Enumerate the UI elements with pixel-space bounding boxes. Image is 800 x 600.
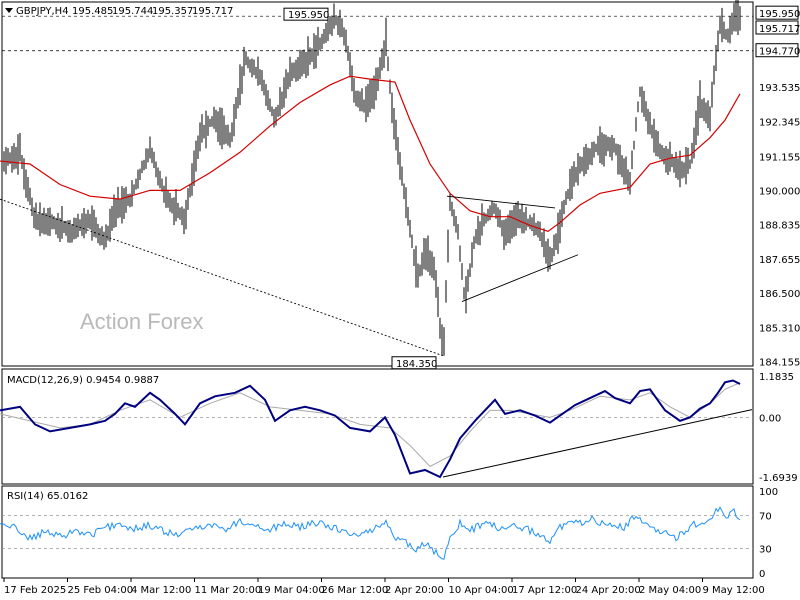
macd-trendline [442,409,753,478]
price-panel [1,1,754,367]
dropdown-triangle-icon[interactable] [5,8,13,13]
price-tick-label: 194.770 [759,47,800,58]
macd-signal-line [0,382,741,468]
price-tick-label: 193.535 [759,83,800,94]
rsi-tick-label: 70 [759,512,772,523]
price-tick-label: 190.000 [759,186,800,197]
moving-average-line [0,75,741,233]
time-label: 10 Apr 04:00 [449,585,514,596]
rsi-label: RSI(14) 65.0162 [7,491,88,502]
macd-main-line [0,379,741,479]
price-series: 195.950 184.350 [0,0,753,370]
axis-labels: 195.950 195.717 194.770 193.535 192.345 191.1… [3,5,800,596]
callout-box [391,356,437,370]
time-label: 17 Apr 12:00 [512,585,577,596]
price-tick-label: 186.500 [759,289,800,300]
watermark: Action Forex [80,309,204,334]
time-label: 24 Apr 20:00 [576,585,641,596]
rsi-tick-label: 100 [759,487,778,498]
price-tick-label: 188.835 [759,220,800,231]
macd-series [0,379,753,479]
rsi-line [0,506,741,560]
time-label: 11 Mar 20:00 [195,585,262,596]
callout-box [283,7,329,21]
macd-panel [1,368,754,485]
price-tick-label: 191.155 [759,153,800,164]
price-tick-label: 185.310 [759,324,800,335]
time-label: 26 Mar 12:00 [322,585,389,596]
price-tag-box [755,5,799,20]
price-tick-label: 187.655 [759,255,800,266]
rsi-panel [1,485,754,579]
price-tick-label: 195.950 [759,9,800,20]
price-tick-label: 192.345 [759,118,800,129]
price-tick-label: 184.155 [759,357,800,368]
macd-tick-label: 0.00 [759,413,781,424]
macd-label: MACD(12,26,9) 0.9454 0.9887 [7,375,159,386]
macd-tick-label: 1.1835 [759,372,794,383]
ohlc-low: 195.357 [152,6,193,17]
symbol-label: GBPJPY,H4 [16,6,69,17]
callout-label: 195.950 [288,10,329,21]
trendline [446,195,556,209]
callout-label: 184.350 [396,359,437,370]
time-label: 17 Feb 2025 [4,585,66,596]
price-tag-box [755,43,799,58]
rsi-series [0,506,753,560]
price-tick-label: 195.717 [759,24,800,35]
ohlc-close: 195.717 [192,6,233,17]
rsi-tick-label: 30 [759,544,772,555]
time-label: 2 May 04:00 [639,585,701,596]
ohlc-open: 195.485 [72,6,113,17]
time-label: 19 Mar 04:00 [258,585,325,596]
price-tag-box [755,20,799,35]
time-label: 4 Mar 12:00 [131,585,191,596]
time-label: 9 May 12:00 [703,585,765,596]
ohlc-high: 195.744 [112,6,153,17]
time-label: 2 Apr 20:00 [385,585,444,596]
time-label: 25 Feb 04:00 [68,585,134,596]
rsi-tick-label: 0 [759,569,765,580]
macd-tick-label: -1.6939 [759,473,798,484]
trendline [461,254,579,303]
